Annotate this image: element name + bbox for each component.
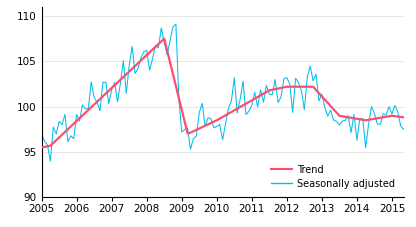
Legend: Trend, Seasonally adjusted: Trend, Seasonally adjusted bbox=[267, 161, 399, 193]
